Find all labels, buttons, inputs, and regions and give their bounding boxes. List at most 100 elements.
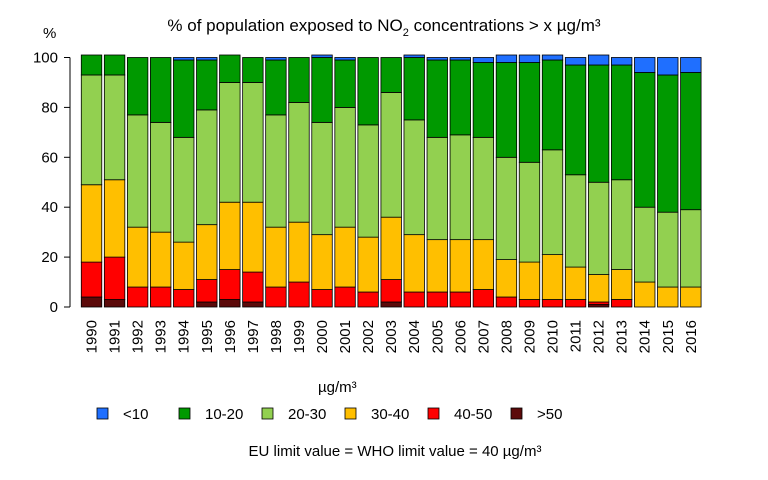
bar-segment-2005-30-40	[426, 239, 448, 293]
bar-segment-2014-30-40	[634, 281, 656, 308]
bar-segment-2015-20-30	[657, 211, 679, 288]
x-tick-label: 2004	[406, 320, 423, 353]
bar-segment-1990->50	[80, 296, 103, 308]
bar-segment-1994-<10	[173, 57, 195, 61]
bar-segment-2005-20-30	[426, 136, 448, 241]
legend-item: 10-20	[178, 406, 243, 423]
y-tick-label: 60	[41, 149, 58, 166]
x-tick-label: 2014	[637, 320, 654, 353]
bar-segment-1998-20-30	[265, 114, 287, 228]
bar-segment-1995-10-20	[196, 59, 218, 111]
x-tick-label: 1995	[199, 320, 216, 353]
bar-segment-1991-40-50	[103, 256, 126, 300]
bar-segment-1994-40-50	[173, 289, 195, 308]
bar-segment-2006-40-50	[449, 291, 471, 308]
bar-segment-2014-20-30	[634, 206, 656, 283]
x-tick-label: 1990	[84, 320, 101, 353]
bar-segment-2002-30-40	[357, 236, 379, 293]
x-tick-label: 2016	[683, 320, 700, 353]
bar-segment-1998-30-40	[265, 226, 287, 288]
bar-segment-2007-10-20	[472, 62, 495, 138]
bar-segment-2008-30-40	[495, 259, 518, 298]
footnote: EU limit value = WHO limit value = 40 µg…	[249, 443, 542, 460]
x-tick-label: 1998	[268, 320, 285, 353]
bar-segment-2001-<10	[334, 57, 356, 61]
bar-segment-2015-10-20	[657, 74, 679, 213]
x-tick-label: 2013	[614, 320, 631, 353]
bar-segment-1990-30-40	[80, 184, 103, 263]
legend-item: <10	[96, 406, 148, 423]
bar-segment-2004-40-50	[403, 291, 425, 308]
legend-label: 40-50	[454, 406, 492, 423]
bar-segment-2000-40-50	[311, 289, 333, 308]
bar-segment-2003-20-30	[380, 92, 402, 218]
chart-title-main: % of population exposed to NO	[167, 16, 402, 35]
x-tick-label: 1997	[245, 320, 262, 353]
bar-segment-1996->50	[219, 299, 241, 308]
legend-swatch	[344, 407, 357, 420]
legend-swatch	[178, 407, 191, 420]
bar-segment-1993-20-30	[150, 121, 172, 233]
bar-segment-1999-40-50	[288, 281, 310, 308]
bar-segment-2002-40-50	[357, 291, 379, 308]
bar-segment-1993-40-50	[150, 286, 172, 308]
x-tick-label: 2008	[498, 320, 515, 353]
chart-title: % of population exposed to NO2 concentra…	[167, 16, 600, 39]
bar-segment-2009-20-30	[518, 161, 541, 263]
bar-segment-1998-10-20	[265, 59, 287, 116]
bar-segment-2003-30-40	[380, 216, 402, 280]
bar-segment-2014-<10	[634, 57, 656, 73]
legend-item: 30-40	[344, 406, 409, 423]
bar-segment-2015-30-40	[657, 286, 679, 308]
bar-segment-2000-30-40	[311, 234, 333, 290]
bar-segment-2004-30-40	[403, 234, 425, 293]
bar-segment-1994-30-40	[173, 241, 195, 290]
x-tick-label: 2007	[475, 320, 492, 353]
legend-item: 40-50	[427, 406, 492, 423]
y-tick-label: 40	[41, 199, 58, 216]
bar-segment-2013-40-50	[611, 299, 633, 308]
bar-segment-2013-10-20	[611, 64, 633, 181]
bar-segment-2011-<10	[564, 57, 587, 66]
y-tick-label: 80	[41, 99, 58, 116]
bar-segment-1997-20-30	[242, 82, 264, 203]
bar-segment-1993-10-20	[150, 57, 172, 123]
x-tick-label: 1996	[222, 320, 239, 353]
bar-segment-2011-40-50	[564, 299, 587, 308]
bar-segment-2010-30-40	[541, 254, 564, 300]
bar-segment-1997-40-50	[242, 271, 264, 303]
bar-segment-2004-<10	[403, 54, 425, 58]
bar-segment-2007-20-30	[472, 136, 495, 241]
bar-segment-2008-10-20	[495, 62, 518, 158]
x-tick-label: 2011	[568, 320, 585, 352]
x-tick-label: 1991	[107, 320, 124, 353]
bar-segment-2002-20-30	[357, 124, 379, 238]
bar-segment-2012-20-30	[587, 181, 610, 275]
bar-segment-2012-30-40	[587, 274, 610, 303]
x-tick-label: 2015	[660, 320, 677, 353]
bar-segment-2007-40-50	[472, 289, 495, 308]
legend-title: µg/m³	[318, 379, 357, 396]
bar-segment-1992-40-50	[126, 286, 149, 308]
legend-swatch	[510, 407, 523, 420]
x-tick-label: 2001	[337, 320, 354, 353]
bar-segment-1991-30-40	[103, 179, 126, 258]
bar-segment-2012-10-20	[587, 64, 610, 183]
bar-segment-1997->50	[242, 301, 264, 308]
bar-segment-1991->50	[103, 299, 126, 308]
bar-segment-2008-20-30	[495, 156, 518, 261]
bar-segment-2005-<10	[426, 57, 448, 61]
bar-segment-2006-30-40	[449, 239, 471, 293]
legend: <10 10-20 20-30 30-40 40-50 >50	[96, 406, 562, 423]
bar-segment-1998-40-50	[265, 286, 287, 308]
bar-segment-2006-20-30	[449, 134, 471, 241]
x-tick-label: 2000	[314, 320, 331, 353]
bar-segment-2016-<10	[680, 57, 702, 73]
bar-segment-1990-40-50	[80, 261, 103, 298]
bar-segment-2001-30-40	[334, 226, 356, 288]
bar-segment-2000-<10	[311, 54, 333, 58]
y-axis-unit-label: %	[43, 25, 56, 42]
bar-segment-2008-40-50	[495, 296, 518, 308]
y-tick-label: 100	[33, 50, 58, 67]
bar-segment-2016-30-40	[680, 286, 702, 308]
